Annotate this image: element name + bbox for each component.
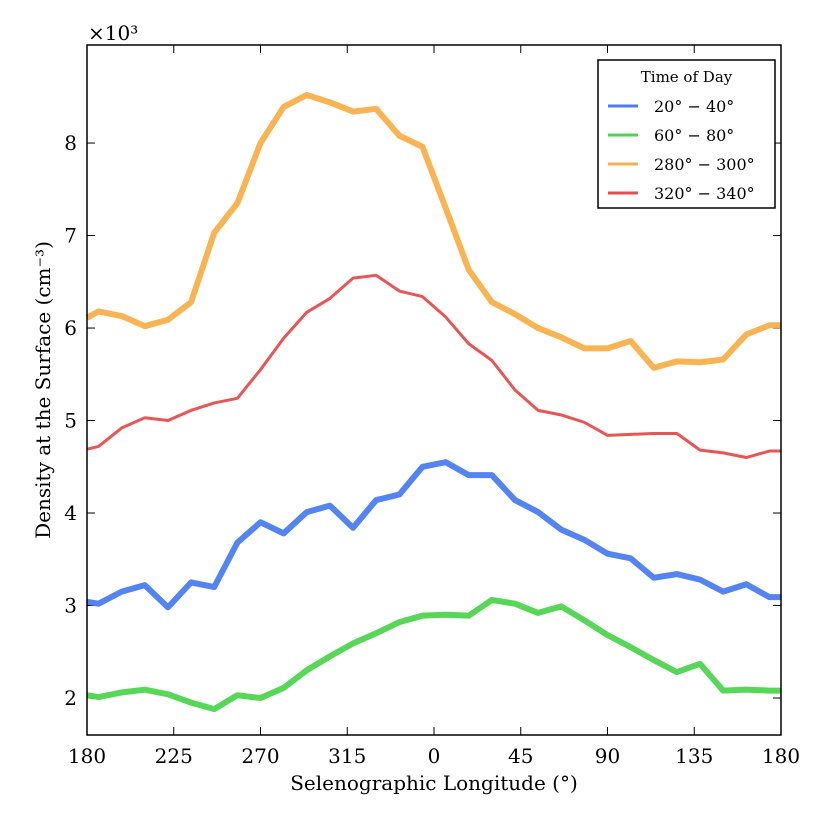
x-tick-label: 0	[428, 744, 441, 768]
plot-frame	[86, 44, 782, 736]
y-tick-label: 6	[64, 316, 77, 340]
x-tick-label: 45	[508, 744, 533, 768]
series-line	[85, 91, 781, 371]
legend-label: 280° − 300°	[654, 155, 755, 174]
y-offset-label: ×10³	[88, 21, 138, 45]
x-axis-label: Selenographic Longitude (°)	[290, 771, 578, 795]
y-tick-label: 5	[64, 409, 77, 433]
series-line	[86, 596, 781, 713]
x-tick-label: 180	[68, 744, 106, 768]
x-tick-label: 225	[155, 744, 193, 768]
series-line	[86, 273, 781, 460]
y-tick-label: 3	[64, 594, 77, 618]
y-axis-label: Density at the Surface (cm⁻³)	[31, 241, 55, 539]
x-tick-label: 180	[762, 744, 800, 768]
x-tick-label: 270	[241, 744, 279, 768]
x-tick-label: 90	[595, 744, 620, 768]
y-tick-label: 7	[64, 224, 77, 248]
legend-label: 320° − 340°	[654, 184, 755, 203]
legend-box	[597, 59, 776, 209]
y-tick-label: 8	[64, 131, 77, 155]
x-tick-label: 135	[675, 744, 713, 768]
legend-label: 60° − 80°	[654, 126, 734, 145]
y-tick-label: 2	[64, 686, 77, 710]
series-line	[86, 459, 781, 611]
legend-label: 20° − 40°	[654, 97, 734, 116]
y-tick-label: 4	[64, 501, 77, 525]
legend-title: Time of Day	[641, 68, 733, 86]
x-tick-label: 315	[328, 744, 366, 768]
